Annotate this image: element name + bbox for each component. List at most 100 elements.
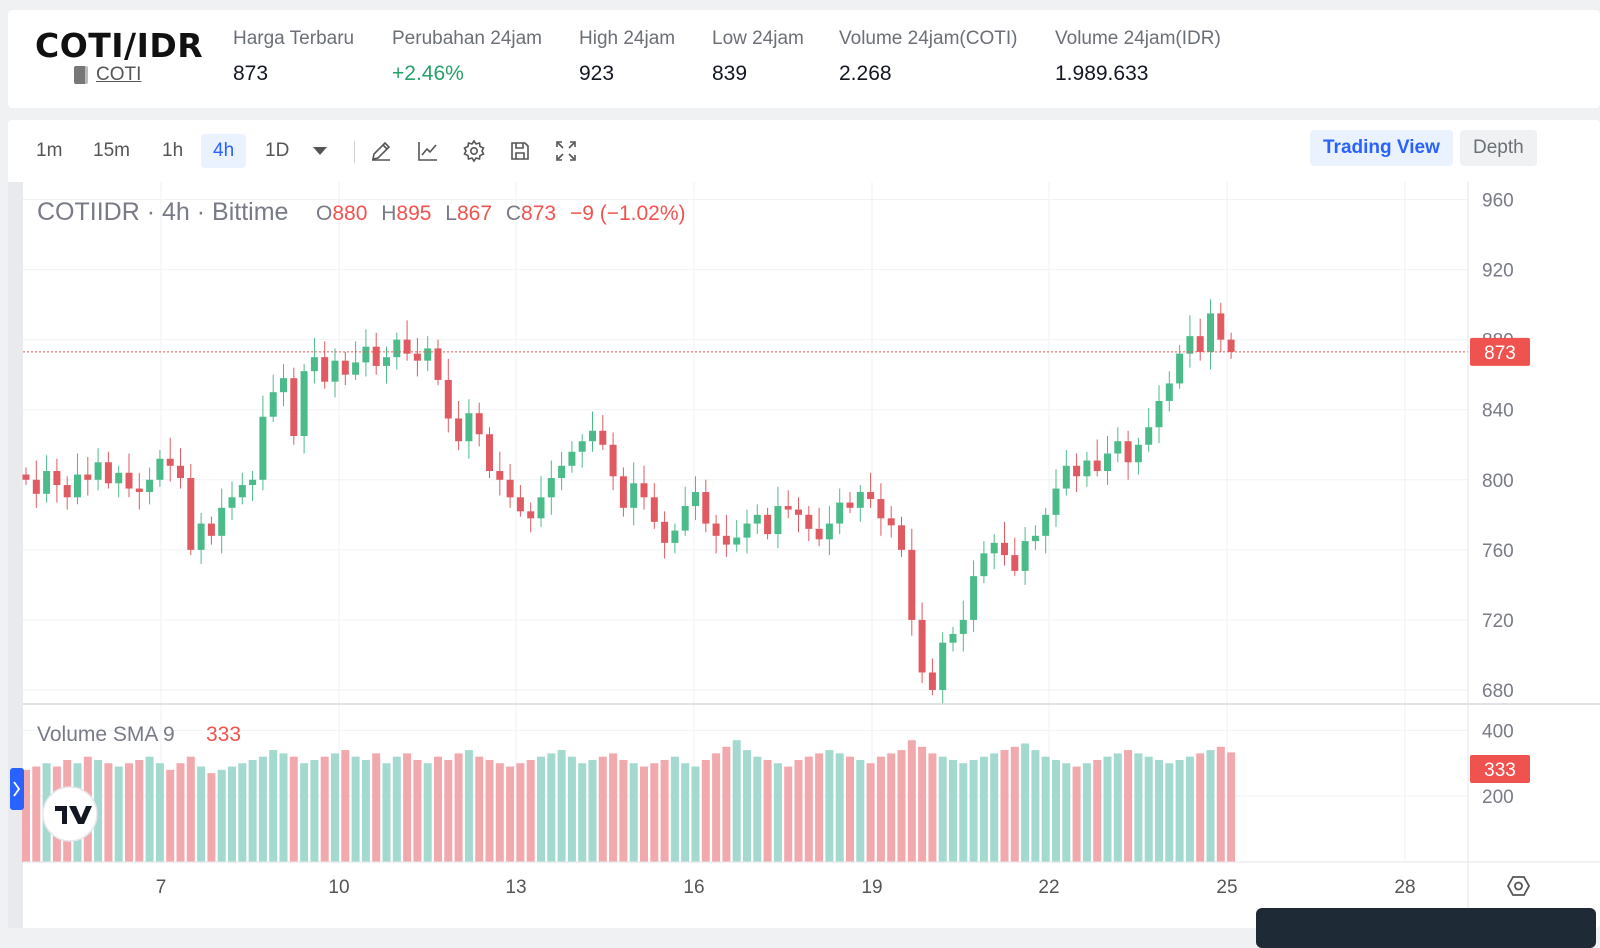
candle xyxy=(1083,451,1091,487)
volume-bar xyxy=(928,753,937,862)
candle xyxy=(887,506,895,538)
time-axis-settings-icon[interactable] xyxy=(1506,876,1531,896)
trading-view-button[interactable]: Trading View xyxy=(1310,130,1453,166)
fullscreen-icon[interactable] xyxy=(549,134,583,168)
volume-bar xyxy=(1227,752,1236,862)
candle-body xyxy=(177,465,184,479)
volume-bar xyxy=(94,759,103,862)
candle xyxy=(527,502,535,533)
candle xyxy=(702,479,710,533)
candle xyxy=(640,465,648,510)
candle xyxy=(856,485,864,522)
volume-tick-label: 400 xyxy=(1482,721,1514,742)
candle xyxy=(125,453,133,498)
timeframe-dropdown-icon[interactable] xyxy=(303,134,337,168)
candle-body xyxy=(486,434,493,472)
volume-bar xyxy=(949,759,957,862)
volume-label: Volume SMA 9 xyxy=(37,723,175,746)
candle xyxy=(74,453,81,505)
volume-bar xyxy=(1010,746,1019,862)
timeframe-15m[interactable]: 15m xyxy=(93,140,130,161)
candle-body xyxy=(939,642,947,690)
timeframe-1d[interactable]: 1D xyxy=(265,140,290,161)
price-tick-label: 800 xyxy=(1482,471,1514,492)
toolbar-divider xyxy=(354,141,355,163)
volume-bar xyxy=(846,756,854,862)
sidebar-toggle[interactable] xyxy=(10,768,24,810)
indicator-icon[interactable] xyxy=(411,134,445,168)
candle xyxy=(630,462,638,526)
candle xyxy=(1073,453,1081,493)
gear-icon[interactable] xyxy=(457,134,491,168)
tradingview-logo[interactable] xyxy=(42,786,98,842)
depth-button[interactable]: Depth xyxy=(1460,130,1537,166)
volume-bar xyxy=(104,763,113,862)
chart-panel: 1m 15m 1h 4h 1D Trading View Depth xyxy=(8,120,1600,928)
notification-toast[interactable] xyxy=(1256,908,1596,948)
candle-body xyxy=(815,528,823,540)
volume-bar xyxy=(609,753,618,862)
stat-low-24h: Low 24jam 839 xyxy=(712,28,804,86)
candle xyxy=(908,528,916,636)
timeframe-1h[interactable]: 1h xyxy=(162,140,184,161)
volume-bar xyxy=(331,753,339,862)
volume-bar xyxy=(207,773,216,862)
volume-bar xyxy=(938,756,947,862)
candle xyxy=(712,514,720,554)
volume-bar xyxy=(310,759,319,862)
candle xyxy=(1186,315,1194,368)
time-tick-label: 10 xyxy=(328,877,349,898)
pencil-icon[interactable] xyxy=(364,134,398,168)
candle xyxy=(115,465,123,498)
candle xyxy=(475,402,483,447)
candle xyxy=(300,364,308,454)
candle-body xyxy=(990,542,998,554)
candle xyxy=(321,341,329,389)
coin-info-link[interactable]: COTI xyxy=(74,64,141,86)
candle xyxy=(764,507,772,540)
candle-body xyxy=(619,476,627,508)
book-icon xyxy=(74,66,88,84)
volume-bar xyxy=(475,756,484,862)
timeframe-4h[interactable]: 4h xyxy=(201,134,247,168)
volume-bar xyxy=(701,759,710,862)
timeframe-1m[interactable]: 1m xyxy=(36,140,63,161)
volume-bar xyxy=(1062,763,1071,862)
candle xyxy=(1011,537,1019,577)
volume-bar xyxy=(289,756,298,862)
candle xyxy=(516,485,524,517)
candle-body xyxy=(1052,488,1060,515)
volume-bar xyxy=(1175,759,1184,862)
candle xyxy=(1227,332,1235,359)
stat-value: 839 xyxy=(712,62,748,85)
candle xyxy=(1134,437,1142,475)
candle xyxy=(1124,430,1132,480)
candle-body xyxy=(496,471,504,480)
candle-body xyxy=(795,509,802,515)
volume-bar xyxy=(866,763,875,862)
time-tick-label: 19 xyxy=(861,877,882,898)
candle-body xyxy=(764,514,772,535)
candle xyxy=(1062,450,1070,496)
candle-body xyxy=(341,360,349,375)
volume-bar xyxy=(1165,763,1174,862)
candle xyxy=(444,358,452,433)
candle-body xyxy=(908,549,916,620)
save-icon[interactable] xyxy=(503,134,537,168)
volume-bar xyxy=(804,756,813,862)
stat-label: High 24jam xyxy=(579,28,676,49)
candle-body xyxy=(352,362,360,375)
candle-body xyxy=(568,451,576,466)
volume-bar xyxy=(825,750,834,862)
volume-bar xyxy=(1206,750,1215,862)
volume-bars xyxy=(22,740,1236,862)
volume-bar xyxy=(1196,753,1205,862)
candle xyxy=(661,511,669,559)
candle xyxy=(692,476,699,521)
volume-bar xyxy=(228,766,236,862)
candle xyxy=(825,506,833,556)
candle-body xyxy=(135,488,143,493)
candle xyxy=(846,492,854,514)
stat-label: Perubahan 24jam xyxy=(392,28,542,49)
